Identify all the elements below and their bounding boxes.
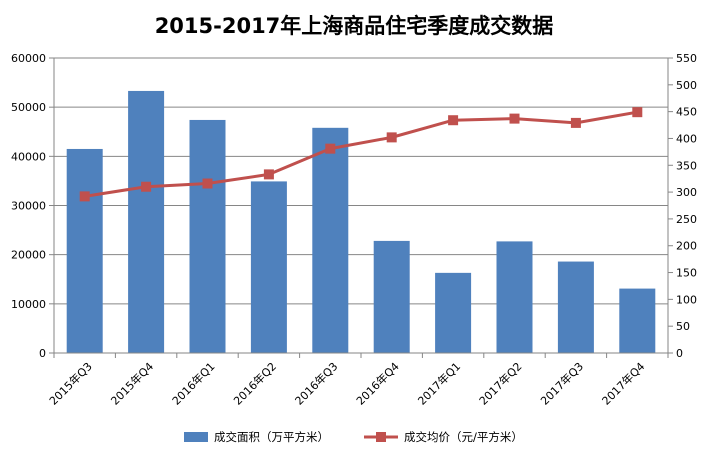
bar-series (66, 90, 656, 354)
category-label: 2016年Q1 (169, 359, 218, 408)
category-label: 2017年Q2 (476, 359, 525, 408)
price-point (325, 143, 336, 154)
price-point (79, 191, 90, 202)
price-point (386, 132, 397, 143)
right-tick-label: 400 (676, 132, 697, 145)
legend-label-area: 成交面积（万平方米） (214, 430, 329, 444)
chart-title: 2015-2017年上海商品住宅季度成交数据 (155, 14, 554, 38)
legend: 成交面积（万平方米） 成交均价（元/平方米） (184, 430, 523, 444)
price-line (84, 110, 638, 198)
left-tick-label: 40000 (11, 150, 46, 163)
right-tick-label: 200 (676, 240, 697, 253)
bar (496, 241, 533, 353)
right-tick-label: 50 (676, 320, 690, 333)
tick-labels: 0 10000 20000 30000 40000 50000 60000 0 50 100 150… (11, 52, 697, 408)
right-tick-label: 550 (676, 52, 697, 65)
bar (435, 272, 472, 353)
price-point (570, 117, 581, 128)
left-tick-label: 60000 (11, 52, 46, 65)
bar (557, 261, 594, 353)
price-point (263, 169, 274, 180)
bar (189, 119, 226, 353)
category-label: 2015年Q4 (108, 359, 157, 408)
price-point (632, 107, 643, 118)
left-tick-label: 10000 (11, 298, 46, 311)
category-label: 2015年Q3 (46, 359, 95, 408)
right-tick-label: 0 (676, 347, 683, 360)
right-tick-label: 300 (676, 186, 697, 199)
price-point (141, 181, 152, 192)
left-tick-label: 50000 (11, 101, 46, 114)
bar (373, 240, 410, 353)
right-tick-label: 100 (676, 293, 697, 306)
category-label: 2016年Q4 (353, 359, 402, 408)
price-point (448, 115, 459, 126)
right-tick-label: 500 (676, 79, 697, 92)
bar (312, 127, 349, 353)
axes (49, 57, 673, 358)
right-tick-label: 150 (676, 267, 697, 280)
right-tick-label: 450 (676, 106, 697, 119)
legend-swatch-price-marker (376, 432, 386, 442)
line-series (79, 107, 643, 202)
bar (250, 181, 287, 353)
bar (128, 90, 165, 354)
price-point (202, 178, 213, 189)
left-tick-label: 30000 (11, 200, 46, 213)
bar (619, 288, 656, 353)
bar (66, 148, 103, 353)
legend-swatch-area (184, 432, 208, 442)
price-point (509, 113, 520, 124)
category-label: 2017年Q4 (599, 359, 648, 408)
category-label: 2017年Q1 (415, 359, 464, 408)
category-label: 2016年Q3 (292, 359, 341, 408)
right-tick-label: 250 (676, 213, 697, 226)
category-label: 2016年Q2 (230, 359, 279, 408)
legend-label-price: 成交均价（元/平方米） (404, 430, 523, 444)
category-label: 2017年Q3 (537, 359, 586, 408)
left-tick-label: 0 (39, 347, 46, 360)
right-tick-label: 350 (676, 159, 697, 172)
left-tick-label: 20000 (11, 249, 46, 262)
